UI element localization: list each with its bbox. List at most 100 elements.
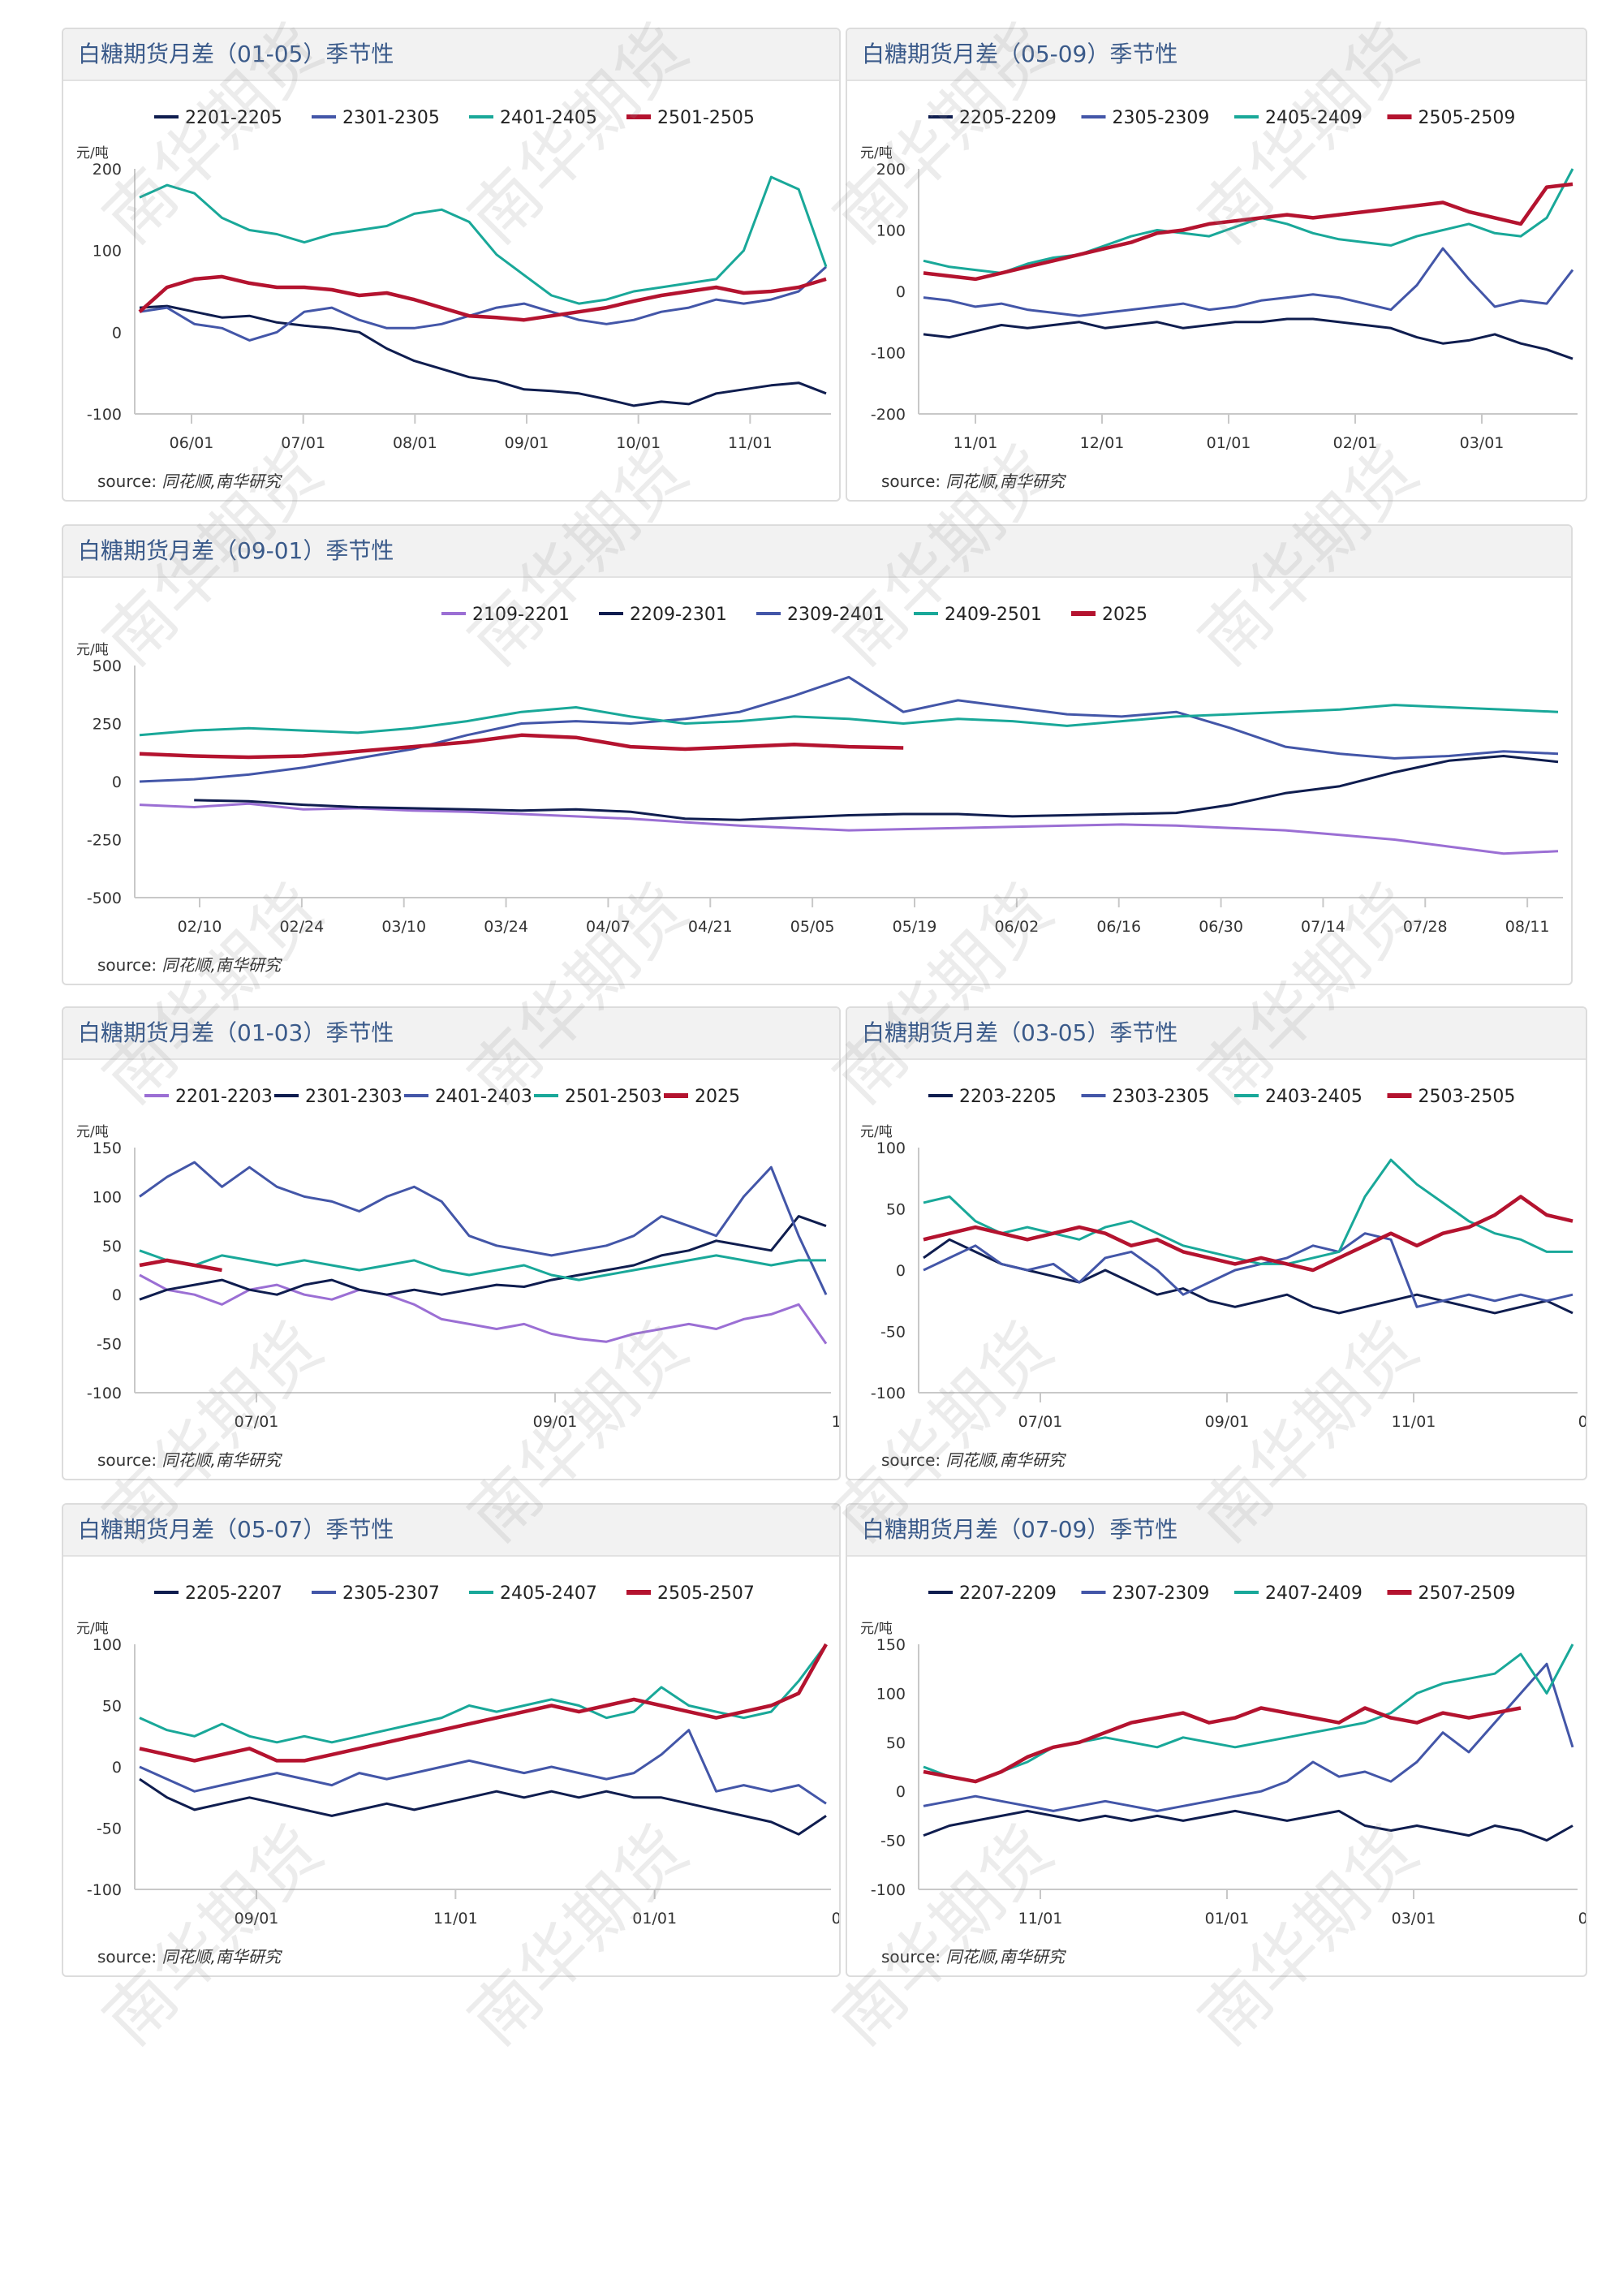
y-unit-label: 元/吨 xyxy=(76,642,109,658)
y-tick-label: -50 xyxy=(97,1820,122,1838)
chart-title: 白糖期货月差（05-09）季节性 xyxy=(847,29,1586,81)
line-chart-03-05: 2203-2205 2303-2305 2403-2405 2503-2505 元/吨1… xyxy=(860,1087,1587,1431)
series-line-2301-2303 xyxy=(139,1215,827,1301)
x-tick-label: 01/01 xyxy=(1207,434,1251,452)
legend-label-2503-2505: 2503-2505 xyxy=(1419,1087,1516,1107)
x-tick-label: 03/01 xyxy=(1392,1910,1436,1928)
series-line-2505-2507 xyxy=(139,1643,828,1763)
series-line-2507-2509 xyxy=(923,1706,1522,1784)
legend-label-2501-2503: 2501-2503 xyxy=(565,1087,662,1107)
legend-label-2401-2403: 2401-2403 xyxy=(435,1087,532,1107)
y-tick-label: 50 xyxy=(102,1238,122,1256)
chart-panel-01-05: 白糖期货月差（01-05）季节性 2201-2205 2301-2305 2401-… xyxy=(62,28,841,502)
line-chart-09-01: 2109-2201 2209-2301 2309-2401 2409-2501 2025… xyxy=(76,605,1563,936)
series-line-2025 xyxy=(139,733,904,760)
chart-title: 白糖期货月差（03-05）季节性 xyxy=(847,1008,1586,1060)
y-tick-label: 50 xyxy=(886,1734,906,1752)
y-tick-label: 500 xyxy=(93,657,122,675)
line-chart-05-07: 2205-2207 2305-2307 2405-2407 2505-2507元/吨1… xyxy=(76,1583,841,1928)
legend-label-2505-2507: 2505-2507 xyxy=(657,1583,755,1604)
series-line-2205-2207 xyxy=(139,1777,827,1836)
x-tick-label: 02/10 xyxy=(178,918,222,936)
x-tick-label: 10/01 xyxy=(616,434,661,452)
legend-label-2301-2305: 2301-2305 xyxy=(342,108,440,128)
legend-label-2303-2305: 2303-2305 xyxy=(1113,1087,1210,1107)
x-tick-label: 05/05 xyxy=(790,918,835,936)
legend-label-2203-2205: 2203-2205 xyxy=(959,1087,1057,1107)
x-tick-label: 03/01 xyxy=(832,1910,841,1928)
y-unit-label: 元/吨 xyxy=(860,1124,893,1140)
x-tick-label: 05/19 xyxy=(893,918,937,936)
legend-label-2507-2509: 2507-2509 xyxy=(1419,1583,1516,1604)
x-tick-label: 07/01 xyxy=(281,434,325,452)
legend-label-2305-2307: 2305-2307 xyxy=(342,1583,440,1604)
y-tick-label: -100 xyxy=(871,345,906,363)
x-tick-label: 03/01 xyxy=(1460,434,1505,452)
series-line-2401-2403 xyxy=(139,1161,828,1295)
x-tick-label: 09/01 xyxy=(235,1910,279,1928)
line-chart-01-05: 2201-2205 2301-2305 2401-2405 2501-2505元/吨2… xyxy=(76,108,841,452)
series-line-2401-2405 xyxy=(139,175,828,305)
y-tick-label: 200 xyxy=(876,161,906,179)
source-note: source: 同花顺,南华研究 xyxy=(881,472,1065,491)
legend: 2207-2209 2307-2309 2407-2409 2507-2509 xyxy=(928,1583,1515,1604)
source-note: source: 同花顺,南华研究 xyxy=(97,955,281,975)
y-tick-label: 100 xyxy=(876,1139,906,1157)
y-tick-label: 150 xyxy=(93,1139,122,1157)
y-unit-label: 元/吨 xyxy=(76,1124,109,1140)
x-tick-label: 01/01 xyxy=(1578,1413,1587,1431)
chart-title: 白糖期货月差（01-05）季节性 xyxy=(63,29,839,81)
series-line-2403-2405 xyxy=(923,1158,1573,1265)
legend-label-2025: 2025 xyxy=(695,1087,740,1107)
legend-label-2403-2405: 2403-2405 xyxy=(1265,1087,1363,1107)
series-line-2025 xyxy=(139,1258,222,1273)
chart-title: 白糖期货月差（07-09）季节性 xyxy=(847,1505,1586,1557)
series-line-2305-2309 xyxy=(923,247,1574,317)
series-line-2505-2509 xyxy=(923,182,1573,282)
y-tick-label: -100 xyxy=(87,1385,122,1402)
legend: 2205-2207 2305-2307 2405-2407 2505-2507 xyxy=(154,1583,755,1604)
series-line-2301-2305 xyxy=(139,265,827,342)
legend-label-2301-2303: 2301-2303 xyxy=(305,1087,403,1107)
y-tick-label: 100 xyxy=(876,222,906,240)
chart-panel-09-01: 白糖期货月差（09-01）季节性 2109-2201 2209-2301 2309-… xyxy=(62,524,1573,985)
y-tick-label: -250 xyxy=(87,832,122,850)
source-note: source: 同花顺,南华研究 xyxy=(97,472,281,491)
x-tick-label: 12/01 xyxy=(840,434,841,452)
y-tick-label: 100 xyxy=(93,1188,122,1206)
x-tick-label: 08/01 xyxy=(393,434,437,452)
legend-label-2409-2501: 2409-2501 xyxy=(945,605,1042,625)
series-line-2201-2203 xyxy=(139,1273,828,1345)
line-chart-01-03: 2201-2203 2301-2303 2401-2403 2501-2503 2025… xyxy=(76,1087,841,1431)
legend-label-2205-2209: 2205-2209 xyxy=(959,108,1057,128)
line-chart-05-09: 2205-2209 2305-2309 2405-2409 2505-2509元/吨2… xyxy=(860,108,1578,452)
x-tick-label: 11/01 xyxy=(954,434,998,452)
series-line-2305-2307 xyxy=(139,1729,827,1805)
y-tick-label: -100 xyxy=(871,1881,906,1899)
legend-label-2201-2203: 2201-2203 xyxy=(175,1087,273,1107)
x-tick-label: 07/28 xyxy=(1403,918,1448,936)
series-line-2309-2401 xyxy=(139,675,1559,783)
series-line-2405-2407 xyxy=(139,1643,828,1744)
x-tick-label: 11/01 xyxy=(832,1413,841,1431)
series-line-2409-2501 xyxy=(139,704,1559,737)
x-tick-label: 06/01 xyxy=(170,434,214,452)
x-tick-label: 11/01 xyxy=(1018,1910,1063,1928)
y-tick-label: 0 xyxy=(112,324,122,342)
legend-label-2405-2407: 2405-2407 xyxy=(500,1583,597,1604)
legend-label-2207-2209: 2207-2209 xyxy=(959,1583,1057,1604)
y-unit-label: 元/吨 xyxy=(860,1621,893,1637)
x-tick-label: 06/30 xyxy=(1199,918,1243,936)
x-tick-label: 01/01 xyxy=(1205,1910,1250,1928)
series-line-2109-2201 xyxy=(139,802,1559,855)
series-line-2501-2505 xyxy=(138,274,827,322)
y-tick-label: 0 xyxy=(896,1262,906,1280)
legend: 2201-2205 2301-2305 2401-2405 2501-2505 xyxy=(154,108,755,128)
legend-label-2305-2309: 2305-2309 xyxy=(1113,108,1210,128)
y-tick-label: 250 xyxy=(93,716,122,734)
y-tick-label: -100 xyxy=(87,1881,122,1899)
chart-title: 白糖期货月差（05-07）季节性 xyxy=(63,1505,839,1557)
legend-label-2109-2201: 2109-2201 xyxy=(472,605,570,625)
series-line-2405-2409 xyxy=(923,168,1574,274)
x-tick-label: 05/01 xyxy=(1578,1910,1587,1928)
